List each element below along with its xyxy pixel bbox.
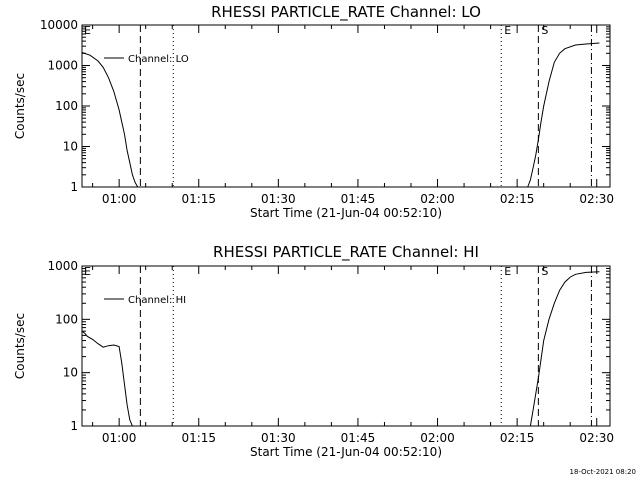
panel-2-y-tick-label: 100 (55, 312, 78, 326)
panel-1-y-tick-label: 100 (55, 99, 78, 113)
panel-1-legend-label: Channel: LO (128, 54, 189, 65)
panel-2-x-tick-label: 01:00 (102, 431, 137, 445)
panel-2-y-tick-label: 10 (63, 366, 78, 380)
panel-1-chart-title: RHESSI PARTICLE_RATE Channel: LO (211, 3, 481, 22)
panel-2-chart-title: RHESSI PARTICLE_RATE Channel: HI (213, 243, 479, 262)
panel-1-plot-frame (81, 24, 611, 188)
panel-2-x-axis-label: Start Time (21-Jun-04 00:52:10) (250, 445, 442, 459)
panel-2-legend-label: Channel: HI (128, 295, 186, 306)
panel-1-x-tick-label: 01:00 (102, 192, 137, 206)
panel-2-x-tick-label: 02:00 (420, 431, 455, 445)
panel-2-corner-label: E (84, 265, 91, 278)
plot-timestamp: 18-Oct-2021 08:20 (569, 468, 636, 476)
panel-1-event-marker-label: E (504, 24, 511, 37)
panel-1-y-axis-label: Counts/sec (13, 73, 27, 139)
panel-2-event-marker-label: E (504, 265, 511, 278)
panel-1-y-tick-label: 10 (63, 140, 78, 154)
panel-2-x-tick-label: 02:30 (579, 431, 614, 445)
panel-2-x-tick-label: 02:15 (500, 431, 535, 445)
panel-2-y-tick-label: 1000 (47, 259, 78, 273)
panel-1-x-axis-label: Start Time (21-Jun-04 00:52:10) (250, 206, 442, 220)
panel-1-series-line (81, 52, 139, 188)
panel-2-plot-frame (81, 265, 611, 427)
panel-2-x-tick-label: 01:15 (181, 431, 216, 445)
panel-1-x-tick-label: 01:30 (261, 192, 296, 206)
panel-1-y-tick-label: 10000 (40, 18, 78, 32)
panel-2-series-line (529, 271, 600, 427)
panel-1-y-tick-label: 1 (70, 180, 78, 194)
panel-2-event-marker-label: S (541, 265, 548, 278)
panel-1-corner-label: E (84, 24, 91, 37)
panel-1-series-line (527, 42, 600, 188)
panel-1-x-tick-label: 01:15 (181, 192, 216, 206)
panel-2-y-axis-label: Counts/sec (13, 313, 27, 379)
panel-2-y-tick-label: 1 (70, 419, 78, 433)
panel-1-event-marker-label: S (541, 24, 548, 37)
panel-1-x-tick-label: 02:30 (579, 192, 614, 206)
panel-2-x-tick-label: 01:45 (341, 431, 376, 445)
panel-1-x-tick-label: 02:00 (420, 192, 455, 206)
panel-2-x-tick-label: 01:30 (261, 431, 296, 445)
panel-1-y-tick-label: 1000 (47, 59, 78, 73)
panel-2-series-line (81, 330, 133, 427)
panel-1-x-tick-label: 02:15 (500, 192, 535, 206)
panel-1-x-tick-label: 01:45 (341, 192, 376, 206)
